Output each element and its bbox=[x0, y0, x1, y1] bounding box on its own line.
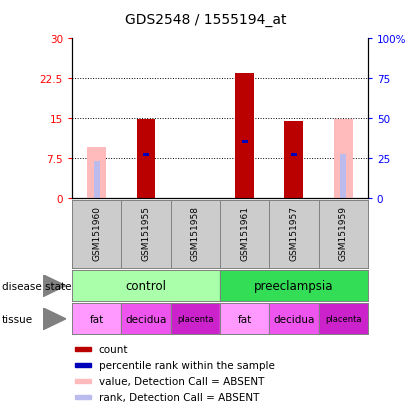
Text: GSM151958: GSM151958 bbox=[191, 206, 200, 261]
Text: percentile rank within the sample: percentile rank within the sample bbox=[99, 361, 275, 370]
Bar bbox=[72, 271, 220, 301]
Text: control: control bbox=[125, 280, 166, 292]
Text: preeclampsia: preeclampsia bbox=[254, 280, 334, 292]
Polygon shape bbox=[43, 275, 66, 297]
Bar bbox=[75, 348, 91, 351]
Text: rank, Detection Call = ABSENT: rank, Detection Call = ABSENT bbox=[99, 392, 259, 402]
Bar bbox=[340, 155, 346, 198]
Text: decidua: decidua bbox=[273, 314, 314, 324]
Bar bbox=[291, 153, 297, 156]
Text: value, Detection Call = ABSENT: value, Detection Call = ABSENT bbox=[99, 376, 264, 387]
Bar bbox=[75, 380, 91, 383]
Bar bbox=[220, 304, 269, 335]
Text: count: count bbox=[99, 344, 128, 355]
Bar bbox=[75, 395, 91, 399]
Text: decidua: decidua bbox=[125, 314, 166, 324]
Bar bbox=[143, 153, 149, 156]
Bar bbox=[269, 304, 319, 335]
Text: GDS2548 / 1555194_at: GDS2548 / 1555194_at bbox=[125, 13, 286, 27]
Bar bbox=[242, 141, 247, 144]
Text: placenta: placenta bbox=[325, 315, 361, 323]
Bar bbox=[171, 304, 220, 335]
Bar bbox=[72, 304, 121, 335]
Bar bbox=[75, 363, 91, 368]
Text: GSM151961: GSM151961 bbox=[240, 206, 249, 261]
Bar bbox=[334, 120, 353, 198]
Bar bbox=[235, 74, 254, 198]
Bar bbox=[319, 304, 368, 335]
Text: GSM151959: GSM151959 bbox=[339, 206, 348, 261]
Text: placenta: placenta bbox=[177, 315, 213, 323]
Bar bbox=[136, 120, 155, 198]
Polygon shape bbox=[43, 308, 66, 330]
Text: fat: fat bbox=[90, 314, 104, 324]
Text: disease state: disease state bbox=[2, 281, 72, 291]
Bar bbox=[284, 121, 303, 198]
Bar bbox=[121, 304, 171, 335]
Text: GSM151960: GSM151960 bbox=[92, 206, 101, 261]
Text: fat: fat bbox=[238, 314, 252, 324]
Bar bbox=[94, 161, 99, 198]
Text: GSM151957: GSM151957 bbox=[289, 206, 298, 261]
Text: GSM151955: GSM151955 bbox=[141, 206, 150, 261]
Bar bbox=[87, 148, 106, 198]
Bar bbox=[220, 271, 368, 301]
Text: tissue: tissue bbox=[2, 314, 33, 324]
